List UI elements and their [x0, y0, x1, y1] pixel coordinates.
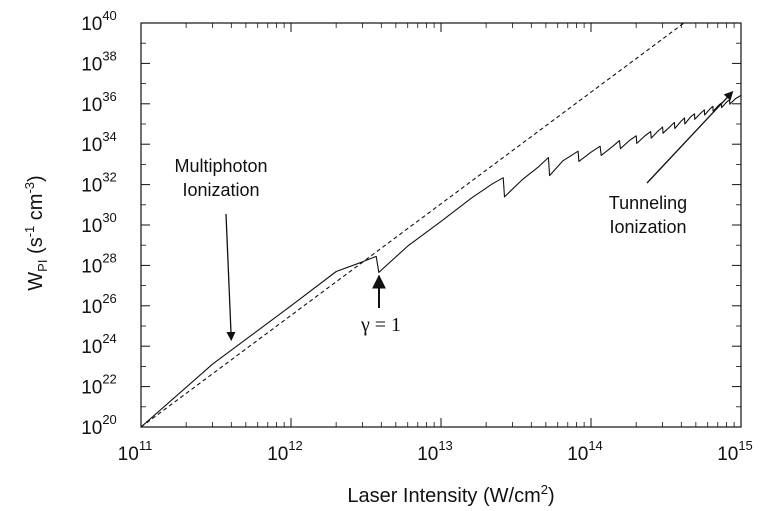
y-tick-exp: 22: [102, 372, 116, 387]
y-tick-label: 1024: [81, 331, 117, 358]
x-tick-base: 10: [417, 444, 438, 465]
y-tick-base: 10: [81, 418, 102, 439]
y-axis-label-sup1: -1: [22, 226, 37, 238]
y-tick-base: 10: [81, 378, 102, 399]
y-tick-exp: 40: [102, 8, 116, 23]
y-axis-label: WPI (s-1 cm-3): [22, 175, 50, 290]
ticks-layer: [140, 22, 742, 428]
solid-series-line: [141, 94, 741, 427]
y-tick-exp: 30: [102, 210, 116, 225]
y-tick-base: 10: [81, 337, 102, 358]
y-tick-base: 10: [81, 176, 102, 197]
y-tick-label: 1034: [81, 129, 117, 156]
y-tick-exp: 28: [102, 250, 116, 265]
x-axis-label-sup: 2: [541, 482, 548, 497]
x-axis-label: Laser Intensity (W/cm2): [347, 482, 554, 507]
y-tick-label: 1030: [81, 210, 117, 237]
y-tick-base: 10: [81, 135, 102, 156]
gamma-equals-one-label: γ = 1: [360, 314, 401, 336]
multiphoton-ionization-label: Multiphoton Ionization: [174, 156, 267, 200]
y-tick-label: 1020: [81, 412, 117, 439]
annotation-line: Tunneling: [609, 193, 687, 213]
y-tick-exp: 24: [102, 331, 116, 346]
multiphoton-arrow: [225, 213, 236, 342]
x-tick-base: 10: [267, 444, 288, 465]
y-tick-base: 10: [81, 54, 102, 75]
y-tick-exp: 38: [102, 48, 116, 63]
tunneling-ionization-label: Tunneling Ionization: [609, 193, 687, 237]
x-tick-exp: 12: [288, 438, 302, 453]
x-tick-label: 1011: [118, 438, 153, 465]
annotations-layer: Multiphoton Ionization Tunneling Ionization…: [174, 90, 734, 342]
annotation-line: Ionization: [182, 180, 259, 200]
x-tick-label: 1012: [267, 438, 303, 465]
y-tick-exp: 20: [102, 412, 116, 427]
x-axis-label-tail: ): [548, 485, 555, 507]
x-tick-label: 1014: [567, 438, 603, 465]
y-tick-base: 10: [81, 95, 102, 116]
x-tick-base: 10: [567, 444, 588, 465]
y-tick-exp: 34: [102, 129, 116, 144]
y-tick-label: 1040: [81, 8, 117, 35]
annotation-line: Ionization: [609, 217, 686, 237]
y-tick-label: 1026: [81, 291, 117, 318]
y-tick-label: 1032: [81, 170, 117, 197]
tunneling-arrow: [646, 90, 734, 184]
y-tick-base: 10: [81, 297, 102, 318]
y-tick-label: 1036: [81, 89, 117, 116]
x-tick-label: 1013: [417, 438, 453, 465]
x-tick-exp: 11: [139, 438, 153, 453]
x-tick-exp: 13: [438, 438, 452, 453]
x-tick-exp: 15: [738, 438, 752, 453]
y-axis-label-mid: cm: [25, 194, 47, 226]
x-tick-label: 1015: [717, 438, 753, 465]
y-axis-label-paren: (s: [25, 237, 47, 259]
y-axis-label-sup2: -3: [22, 182, 37, 194]
dashed-series-line: [141, 23, 685, 427]
annotation-line: Multiphoton: [174, 156, 267, 176]
y-tick-exp: 26: [102, 291, 116, 306]
y-axis-label-tail: ): [25, 175, 47, 182]
x-tick-exp: 14: [588, 438, 602, 453]
y-tick-exp: 36: [102, 89, 116, 104]
y-axis-label-main: W: [25, 272, 47, 291]
x-axis-label-main: Laser Intensity (W/cm: [347, 485, 540, 507]
y-tick-label: 1028: [81, 250, 117, 277]
y-tick-base: 10: [81, 216, 102, 237]
y-axis-label-sub: PI: [35, 260, 50, 272]
curves-layer: [141, 23, 741, 427]
tick-labels-layer: 1011 1012 1013 1014 101510201022102410261028…: [81, 8, 753, 465]
y-tick-base: 10: [81, 256, 102, 277]
x-tick-base: 10: [717, 444, 738, 465]
y-tick-label: 1038: [81, 48, 117, 75]
x-tick-base: 10: [118, 444, 139, 465]
y-tick-label: 1022: [81, 372, 117, 399]
y-tick-base: 10: [81, 14, 102, 35]
y-tick-exp: 32: [102, 170, 116, 185]
